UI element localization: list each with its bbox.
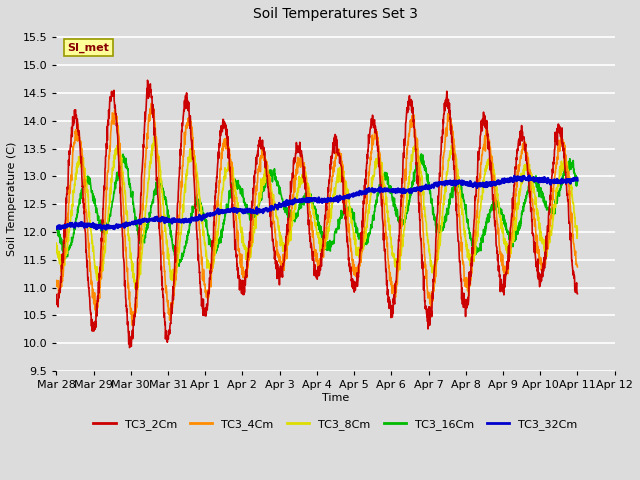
TC3_16Cm [306, 197, 314, 203]
TC3_2Cm [52, 292, 60, 298]
TC3_2Cm [125, 345, 133, 350]
TC3_16Cm [175, 264, 183, 269]
TC3_4Cm [148, 100, 156, 106]
TC3_8Cm [573, 226, 581, 232]
TC3_32Cm [463, 181, 470, 187]
TC3_32Cm [559, 177, 566, 182]
TC3_8Cm [559, 168, 566, 174]
TC3_16Cm [292, 210, 300, 216]
TC3_4Cm [79, 162, 86, 168]
X-axis label: Time: Time [322, 393, 349, 403]
Legend: TC3_2Cm, TC3_4Cm, TC3_8Cm, TC3_16Cm, TC3_32Cm: TC3_2Cm, TC3_4Cm, TC3_8Cm, TC3_16Cm, TC3… [89, 415, 582, 434]
TC3_8Cm [307, 191, 314, 197]
Line: TC3_16Cm: TC3_16Cm [56, 154, 577, 266]
TC3_4Cm [463, 277, 471, 283]
TC3_32Cm [98, 227, 106, 232]
TC3_8Cm [463, 245, 471, 251]
TC3_4Cm [559, 136, 566, 142]
Title: Soil Temperatures Set 3: Soil Temperatures Set 3 [253, 7, 418, 21]
TC3_32Cm [292, 197, 300, 203]
TC3_32Cm [573, 178, 581, 183]
TC3_16Cm [52, 225, 60, 231]
Text: SI_met: SI_met [67, 42, 109, 53]
TC3_32Cm [79, 221, 86, 227]
TC3_8Cm [52, 240, 60, 246]
TC3_16Cm [559, 175, 566, 181]
Line: TC3_2Cm: TC3_2Cm [56, 80, 577, 348]
TC3_16Cm [573, 179, 581, 184]
TC3_16Cm [417, 151, 425, 157]
Line: TC3_32Cm: TC3_32Cm [56, 176, 577, 229]
TC3_4Cm [573, 264, 581, 270]
TC3_8Cm [131, 286, 139, 291]
TC3_32Cm [52, 225, 60, 231]
TC3_4Cm [129, 323, 136, 328]
TC3_16Cm [463, 218, 471, 224]
TC3_4Cm [307, 211, 314, 216]
TC3_16Cm [559, 174, 566, 180]
TC3_32Cm [306, 195, 314, 201]
TC3_2Cm [463, 300, 471, 305]
TC3_32Cm [559, 180, 566, 185]
TC3_2Cm [143, 77, 151, 83]
TC3_32Cm [525, 173, 532, 179]
TC3_8Cm [559, 164, 566, 169]
Y-axis label: Soil Temperature (C): Soil Temperature (C) [7, 142, 17, 256]
TC3_8Cm [292, 193, 300, 199]
TC3_4Cm [559, 140, 566, 145]
TC3_2Cm [307, 234, 314, 240]
TC3_2Cm [79, 187, 86, 193]
TC3_2Cm [559, 144, 566, 150]
TC3_2Cm [559, 140, 566, 145]
TC3_2Cm [292, 140, 300, 145]
TC3_16Cm [79, 183, 86, 189]
TC3_4Cm [292, 172, 300, 178]
Line: TC3_4Cm: TC3_4Cm [56, 103, 577, 325]
TC3_2Cm [573, 291, 581, 297]
Line: TC3_8Cm: TC3_8Cm [56, 137, 577, 288]
TC3_8Cm [79, 159, 86, 165]
TC3_4Cm [52, 278, 60, 284]
TC3_8Cm [150, 134, 157, 140]
